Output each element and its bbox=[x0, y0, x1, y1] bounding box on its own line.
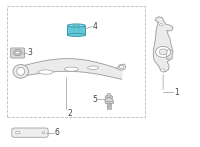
Ellipse shape bbox=[16, 131, 20, 134]
Ellipse shape bbox=[17, 67, 25, 75]
FancyBboxPatch shape bbox=[11, 48, 24, 58]
Ellipse shape bbox=[38, 70, 53, 74]
Ellipse shape bbox=[119, 65, 123, 69]
Bar bbox=[7, 6, 145, 117]
Polygon shape bbox=[153, 17, 173, 72]
Ellipse shape bbox=[13, 65, 28, 78]
FancyBboxPatch shape bbox=[12, 128, 48, 137]
Text: 4: 4 bbox=[93, 22, 98, 31]
Circle shape bbox=[16, 51, 20, 54]
Ellipse shape bbox=[64, 67, 78, 71]
Ellipse shape bbox=[105, 95, 113, 100]
Text: 1: 1 bbox=[174, 88, 179, 97]
Ellipse shape bbox=[42, 132, 45, 133]
Bar bbox=[105, 101, 113, 103]
Ellipse shape bbox=[88, 66, 99, 70]
Text: 2: 2 bbox=[68, 109, 73, 118]
Ellipse shape bbox=[105, 98, 113, 103]
Polygon shape bbox=[117, 64, 126, 70]
Circle shape bbox=[13, 49, 22, 56]
Ellipse shape bbox=[73, 25, 80, 26]
Ellipse shape bbox=[159, 24, 163, 26]
Ellipse shape bbox=[67, 24, 85, 27]
Bar bbox=[67, 26, 85, 35]
Circle shape bbox=[159, 49, 167, 55]
Polygon shape bbox=[21, 59, 122, 79]
Text: 6: 6 bbox=[54, 128, 59, 137]
Text: 3: 3 bbox=[27, 48, 32, 57]
Circle shape bbox=[156, 46, 171, 57]
Bar bbox=[107, 93, 110, 97]
Ellipse shape bbox=[67, 33, 85, 36]
Text: 5: 5 bbox=[92, 95, 97, 104]
Bar bbox=[107, 102, 111, 109]
Polygon shape bbox=[166, 50, 173, 59]
Circle shape bbox=[161, 69, 165, 72]
